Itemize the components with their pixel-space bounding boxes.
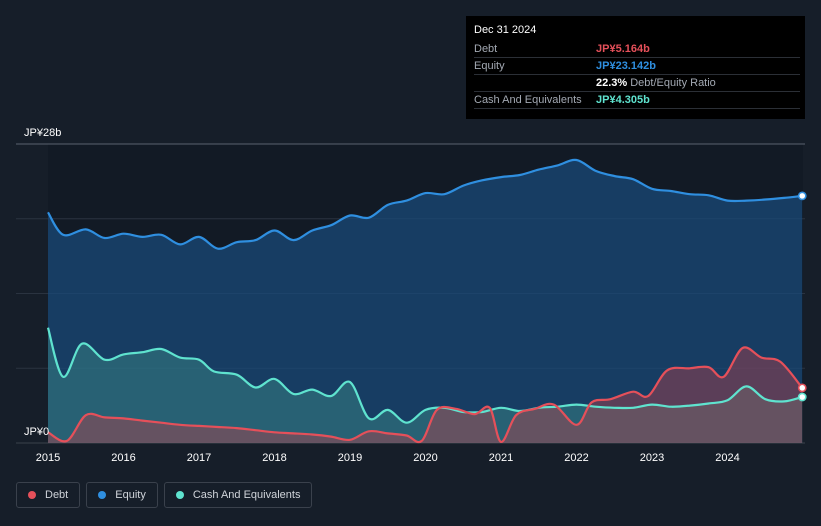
tooltip-row-debt: Debt JP¥5.164b [474,41,800,58]
series-area-cash [48,327,803,443]
series-end-dot-debt [797,383,807,393]
series-line-equity [47,158,803,250]
x-tick-label: 2021 [489,452,513,464]
tooltip-panel: Dec 31 2024 Debt JP¥5.164b Equity JP¥23.… [466,16,805,119]
tooltip-cash-label: Cash And Equivalents [474,94,582,106]
series-area-debt [48,347,803,443]
x-tick-label: 2023 [640,452,664,464]
legend-dot-equity [98,491,107,499]
x-tick-label: 2015 [36,452,60,464]
x-tick-label: 2024 [715,452,739,464]
y-axis-label-top: JP¥28b [24,127,61,139]
tooltip-cash-value: JP¥4.305b [596,94,650,106]
tooltip-ratio-value: 22.3% [596,77,628,89]
x-tick-label: 2022 [564,452,588,464]
tooltip-ratio: 22.3% Debt/Equity Ratio [596,77,716,89]
x-tick-label: 2018 [262,452,286,464]
tooltip-date: Dec 31 2024 [474,24,537,36]
series-end-dot-equity [797,191,807,201]
tooltip-row-ratio: 22.3% Debt/Equity Ratio [474,75,800,92]
tooltip-equity-label: Equity [474,60,505,72]
legend-label-equity: Equity [115,489,146,501]
series-end-dot-cash [797,392,807,402]
tooltip-row-cash: Cash And Equivalents JP¥4.305b [474,92,800,109]
series-line-cash [46,327,803,424]
tooltip-equity-value: JP¥23.142b [596,60,656,72]
legend-item-cash[interactable]: Cash And Equivalents [163,482,313,508]
legend-item-debt[interactable]: Debt [16,482,81,508]
legend-item-equity[interactable]: Equity [86,482,158,508]
x-tick-label: 2019 [338,452,362,464]
x-tick-label: 2016 [111,452,135,464]
tooltip-row-equity: Equity JP¥23.142b [474,58,800,75]
legend-label-cash: Cash And Equivalents [192,489,301,501]
legend-dot-cash [175,491,184,499]
x-tick-label: 2020 [413,452,437,464]
tooltip-debt-value: JP¥5.164b [596,43,650,55]
series-area-equity [48,159,803,443]
y-axis-label-bottom: JP¥0 [24,426,49,438]
legend-dot-debt [28,491,36,499]
legend-label-debt: Debt [45,489,69,501]
series-line-debt [47,346,804,444]
x-tick-label: 2017 [187,452,211,464]
tooltip-ratio-desc: Debt/Equity Ratio [630,77,716,89]
chart-legend: Debt Equity Cash And Equivalents [16,482,313,510]
tooltip-debt-label: Debt [474,43,498,55]
